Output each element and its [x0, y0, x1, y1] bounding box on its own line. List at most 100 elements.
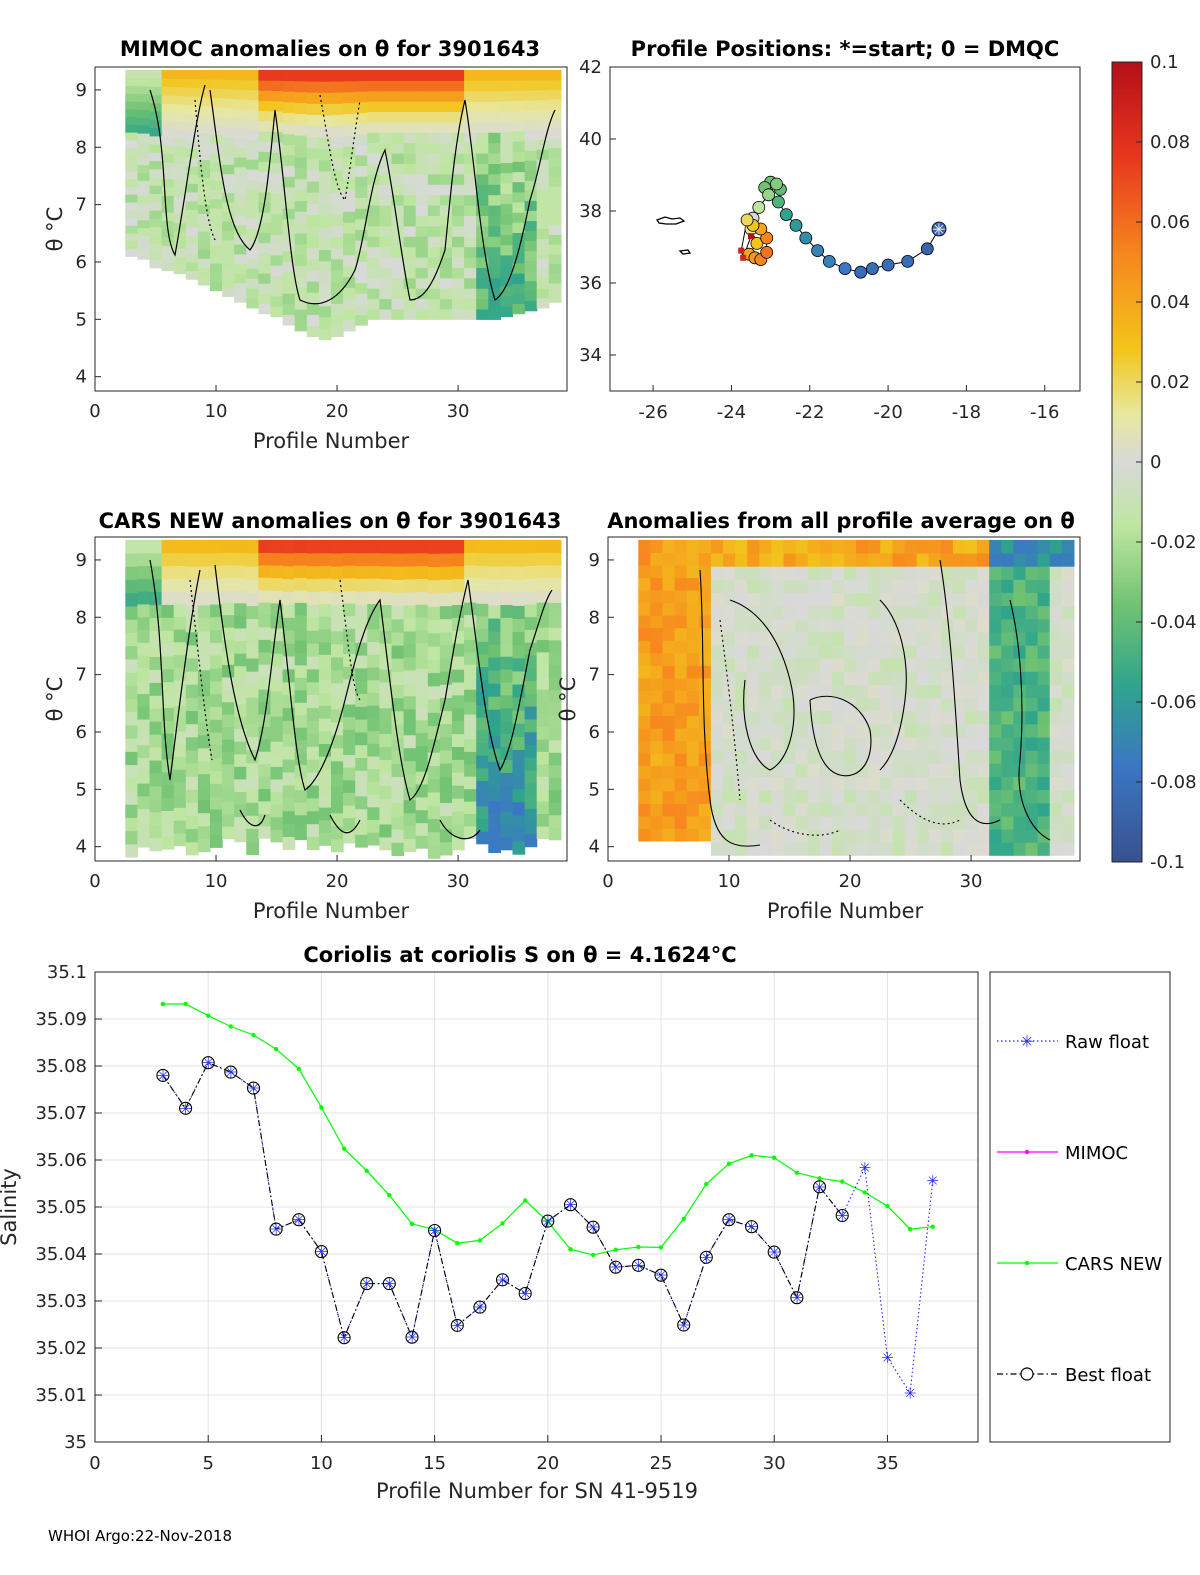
heatmap-cell	[928, 684, 942, 699]
heatmap-cell	[512, 605, 526, 619]
avg-axes-box	[607, 536, 1081, 862]
heatmap-cell	[355, 112, 368, 124]
heatmap-cell	[173, 205, 187, 215]
heatmap-cell	[222, 739, 235, 752]
heatmap-cell	[548, 577, 562, 591]
heatmap-cell	[807, 658, 821, 672]
heatmap-cell	[270, 816, 284, 830]
heatmap-cell	[892, 697, 906, 712]
mimoc-xlabel: Profile Number	[253, 429, 410, 453]
heatmap-cell	[698, 677, 712, 691]
heatmap-cell	[331, 92, 344, 104]
position-point	[760, 245, 774, 259]
heatmap-cell	[795, 631, 809, 646]
heatmap-cell	[710, 579, 724, 593]
heatmap-cell	[880, 658, 893, 672]
heatmap-cell	[759, 710, 772, 725]
heatmap-cell	[137, 156, 151, 166]
heatmap-cell	[270, 244, 284, 256]
heatmap-cell	[343, 792, 356, 806]
heatmap-cell	[1025, 750, 1039, 764]
heatmap-cell	[488, 839, 501, 853]
heatmap-cell	[379, 823, 393, 838]
heatmap-cell	[210, 706, 223, 720]
heatmap-cell	[965, 539, 978, 554]
heatmap-cell	[674, 728, 688, 742]
heatmap-cell	[439, 308, 453, 320]
heatmap-cell	[270, 162, 284, 174]
heatmap-cell	[916, 763, 930, 777]
heatmap-cell	[210, 79, 223, 89]
avg-contours	[699, 559, 1051, 847]
heatmap-cell	[306, 147, 320, 160]
heatmap-cell	[161, 153, 175, 163]
heatmap-cell	[488, 121, 501, 133]
heatmap-cell	[868, 829, 881, 843]
heatmap-cell	[759, 631, 772, 646]
heatmap-cell	[258, 651, 272, 665]
heatmap-cell	[161, 655, 175, 670]
heatmap-cell	[379, 630, 393, 644]
heatmap-cell	[161, 111, 175, 121]
heatmap-cell	[831, 658, 845, 672]
heatmap-cell	[331, 247, 344, 260]
heatmap-cell	[488, 132, 501, 144]
heatmap-cell	[548, 79, 562, 90]
heatmap-cell	[161, 186, 175, 196]
heatmap-cell	[807, 539, 821, 554]
heatmap-cell	[415, 298, 429, 310]
heatmap-cell	[1049, 684, 1063, 699]
heatmap-cell	[391, 658, 405, 672]
heatmap-cell	[524, 603, 538, 618]
heatmap-cell	[367, 794, 380, 808]
heatmap-cell	[977, 842, 990, 856]
heatmap-cell	[137, 539, 151, 554]
heatmap-cell	[282, 282, 296, 294]
heatmap-cell	[331, 258, 344, 271]
heatmap-cell	[476, 767, 489, 781]
heatmap-cell	[125, 139, 138, 149]
heatmap-cell	[904, 723, 918, 738]
heatmap-cell	[488, 225, 501, 237]
heatmap-cell	[965, 815, 978, 830]
heatmap-cell	[306, 784, 320, 799]
heatmap-cell	[952, 658, 966, 672]
heatmap-cell	[1013, 829, 1027, 843]
heatmap-cell	[403, 101, 417, 112]
heatmap-cell	[258, 141, 272, 152]
heatmap-cell	[1025, 723, 1039, 738]
position-point	[738, 247, 745, 254]
heatmap-cell	[1037, 802, 1051, 817]
heatmap-cell	[355, 603, 368, 618]
heatmap-cell	[391, 142, 405, 154]
heatmap-cell	[246, 605, 259, 620]
heatmap-cell	[246, 278, 259, 289]
heatmap-cell	[439, 80, 453, 92]
salinity-title: Coriolis at coriolis S on θ = 4.1624°C	[303, 943, 736, 967]
heatmap-cell	[536, 297, 550, 309]
heatmap-cell	[149, 127, 163, 137]
heatmap-cell	[197, 617, 211, 632]
heatmap-cell	[185, 130, 199, 141]
footer-credit: WHOI Argo:22-Nov-2018	[48, 1527, 232, 1545]
heatmap-cell	[222, 239, 235, 250]
heatmap-cell	[650, 677, 664, 691]
heatmap-cell	[355, 629, 368, 643]
best-float-point	[224, 1065, 238, 1079]
heatmap-cell	[427, 791, 441, 806]
heatmap-cell	[343, 178, 356, 191]
heatmap-cell	[306, 203, 320, 215]
heatmap-cell	[391, 90, 405, 102]
heatmap-cell	[500, 254, 514, 266]
heatmap-cell	[735, 737, 748, 751]
heatmap-cell	[282, 197, 296, 209]
best-float-point	[609, 1260, 623, 1274]
heatmap-cell	[452, 153, 465, 164]
heatmap-cell	[355, 539, 368, 554]
heatmap-cell	[427, 805, 441, 819]
heatmap-cell	[524, 240, 538, 252]
heatmap-cell	[246, 268, 259, 279]
heatmap-cell	[367, 173, 380, 185]
heatmap-cell	[662, 590, 676, 604]
heatmap-cell	[686, 615, 700, 629]
